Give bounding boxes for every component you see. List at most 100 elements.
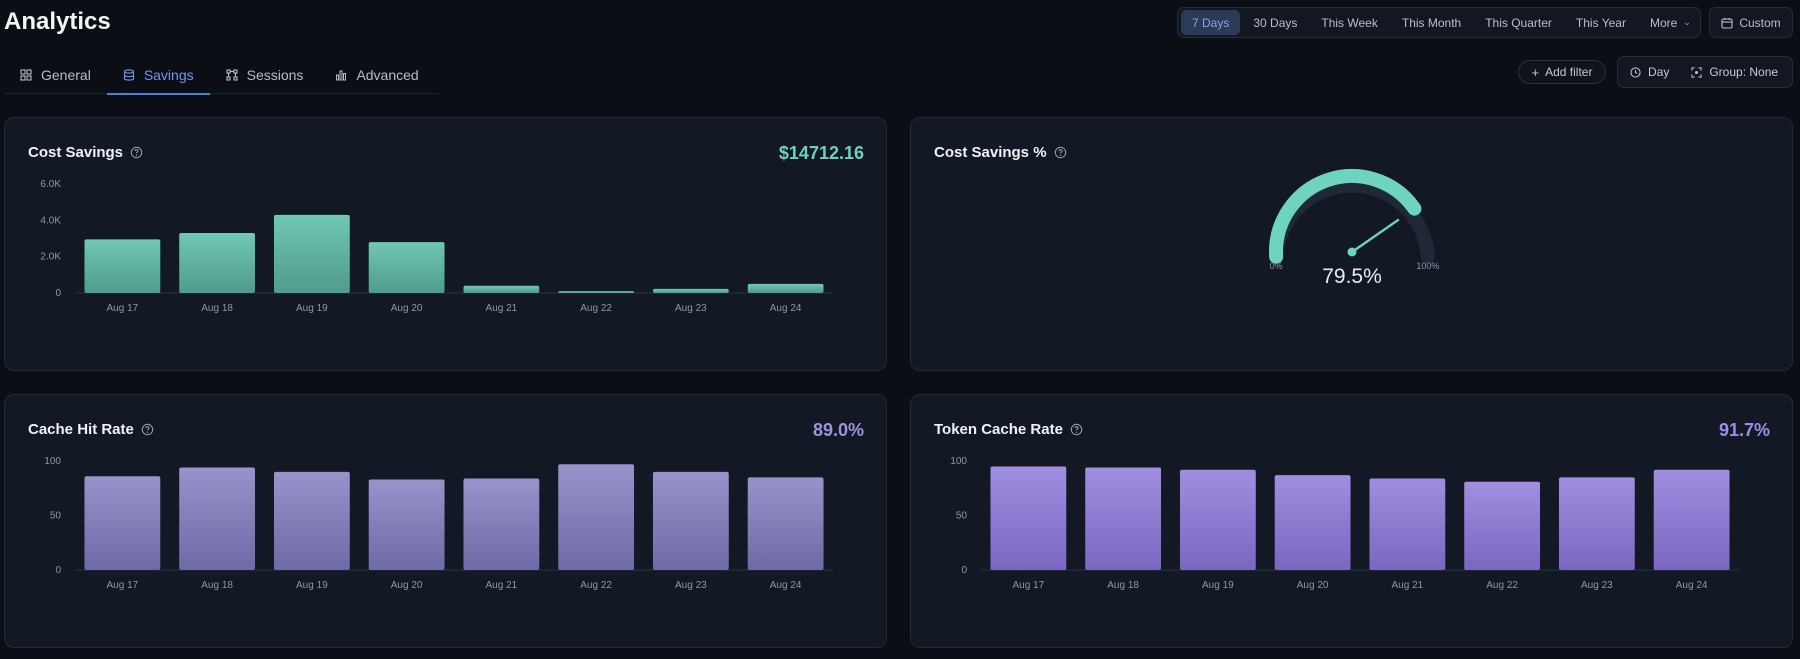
range-this-week[interactable]: This Week <box>1321 15 1378 30</box>
y-tick-label: 100 <box>44 456 61 467</box>
bar[interactable] <box>179 233 256 293</box>
grouping-controls: Day Group: None <box>1617 56 1793 88</box>
group-by-button[interactable]: Group: None <box>1691 65 1778 79</box>
y-tick-label: 100 <box>950 456 967 467</box>
nodes-icon <box>226 69 238 81</box>
y-tick-label: 0 <box>55 565 61 576</box>
x-tick-label: Aug 23 <box>1581 580 1613 591</box>
info-icon[interactable] <box>130 146 143 159</box>
x-tick-label: Aug 24 <box>1676 580 1708 591</box>
tab-label: General <box>41 67 91 83</box>
gauge-hub <box>1347 247 1357 257</box>
cost-savings-gauge: 0% 100% 79.5% <box>1269 169 1439 288</box>
bar[interactable] <box>179 467 256 570</box>
x-tick-label: Aug 21 <box>486 303 518 314</box>
range-7-days[interactable]: 7 Days <box>1181 10 1241 35</box>
custom-label: Custom <box>1739 15 1781 30</box>
x-tick-label: Aug 24 <box>770 580 802 591</box>
cache-hit-rate-value: 89.0% <box>812 420 864 440</box>
y-tick-label: 2.0K <box>40 252 61 263</box>
custom-range-button[interactable]: Custom <box>1709 7 1793 38</box>
bar[interactable] <box>84 476 161 570</box>
y-tick-label: 0 <box>55 288 61 299</box>
cost-savings-bar-chart: 0 2.0K 4.0K 6.0K Aug 17 Aug 18 Aug 19 Aug 20 Aug… <box>40 179 833 314</box>
x-tick-label: Aug 17 <box>1013 580 1045 591</box>
range-this-month[interactable]: This Month <box>1401 15 1462 30</box>
bar[interactable] <box>652 288 729 293</box>
x-tick-label: Aug 20 <box>1297 580 1329 591</box>
bar[interactable] <box>747 283 824 293</box>
bar[interactable] <box>1179 469 1256 570</box>
tab-label: Advanced <box>356 67 419 83</box>
bar[interactable] <box>1653 469 1730 570</box>
cost-savings-pct-title: Cost Savings % <box>934 144 1067 161</box>
x-tick-label: Aug 20 <box>391 303 423 314</box>
y-tick-label: 4.0K <box>40 215 61 226</box>
tab-bar: General Savings Sessions Advanced <box>4 56 438 95</box>
gauge-min-label: 0% <box>1270 261 1283 271</box>
tab-general[interactable]: General <box>4 56 107 94</box>
tab-sessions[interactable]: Sessions <box>210 56 320 94</box>
info-icon[interactable] <box>1054 146 1067 159</box>
bar[interactable] <box>84 239 161 293</box>
cache-hit-rate-title: Cache Hit Rate <box>28 421 154 438</box>
info-icon[interactable] <box>1070 423 1083 436</box>
group-label: Group: None <box>1709 65 1779 79</box>
more-label: More <box>1649 15 1678 30</box>
bar[interactable] <box>1558 477 1635 570</box>
info-icon[interactable] <box>141 423 154 436</box>
gauge-value-label: 79.5% <box>1322 265 1382 288</box>
cache-hit-rate-card: Cache Hit Rate 89.0% 0 50 100 Aug 17 Aug 18 A… <box>4 394 887 648</box>
grid-icon <box>20 69 32 81</box>
bar[interactable] <box>1464 481 1541 570</box>
x-tick-label: Aug 17 <box>107 303 139 314</box>
add-filter-button[interactable]: + Add filter <box>1518 60 1606 84</box>
cost-savings-pct-card: Cost Savings % 0% 100% 79.5% <box>910 117 1793 371</box>
bar[interactable] <box>463 478 540 570</box>
tab-savings[interactable]: Savings <box>106 56 210 95</box>
x-tick-label: Aug 24 <box>770 303 802 314</box>
bar[interactable] <box>1085 467 1162 570</box>
database-icon <box>123 69 134 81</box>
card-title-text: Cost Savings % <box>934 144 1047 161</box>
card-title-text: Cost Savings <box>28 144 124 161</box>
token-cache-rate-title: Token Cache Rate <box>934 421 1083 438</box>
add-filter-label: Add filter <box>1545 65 1593 79</box>
range-this-year[interactable]: This Year <box>1575 15 1626 30</box>
interval-button[interactable]: Day <box>1630 65 1669 79</box>
x-tick-label: Aug 18 <box>201 303 233 314</box>
bar[interactable] <box>463 285 540 293</box>
bar[interactable] <box>273 214 350 293</box>
bar[interactable] <box>368 242 445 293</box>
range-more-button[interactable]: More ⌄ <box>1639 10 1702 35</box>
cache-hit-rate-bar-chart: 0 50 100 Aug 17 Aug 18 Aug 19 Aug 20 Aug 21 Aug … <box>44 456 833 591</box>
range-30-days[interactable]: 30 Days <box>1253 15 1298 30</box>
bar[interactable] <box>747 477 824 570</box>
y-tick-label: 50 <box>50 511 62 522</box>
card-title-text: Token Cache Rate <box>934 421 1063 438</box>
page-title: Analytics <box>4 8 111 35</box>
x-tick-label: Aug 19 <box>1202 580 1234 591</box>
range-this-quarter[interactable]: This Quarter <box>1485 15 1552 30</box>
clock-icon <box>1630 66 1641 78</box>
plus-icon: + <box>1531 64 1540 80</box>
bar[interactable] <box>990 466 1067 570</box>
x-tick-label: Aug 21 <box>1392 580 1424 591</box>
bar[interactable] <box>1274 475 1351 570</box>
y-tick-label: 50 <box>956 511 968 522</box>
bar[interactable] <box>652 471 729 570</box>
interval-label: Day <box>1648 65 1670 79</box>
x-tick-label: Aug 20 <box>391 580 423 591</box>
bar[interactable] <box>368 479 445 570</box>
tab-advanced[interactable]: Advanced <box>319 56 434 94</box>
x-tick-label: Aug 18 <box>1107 580 1139 591</box>
bar[interactable] <box>558 464 635 570</box>
bar-chart-icon <box>336 70 347 81</box>
token-cache-rate-bar-chart: 0 50 100 Aug 17 Aug 18 Aug 19 Aug 20 Aug 21 Aug … <box>950 456 1739 591</box>
bar[interactable] <box>273 471 350 570</box>
calendar-icon <box>1721 17 1733 29</box>
cost-savings-title: Cost Savings <box>28 144 143 161</box>
x-tick-label: Aug 23 <box>675 303 707 314</box>
bar[interactable] <box>558 291 635 293</box>
bar[interactable] <box>1369 478 1446 570</box>
